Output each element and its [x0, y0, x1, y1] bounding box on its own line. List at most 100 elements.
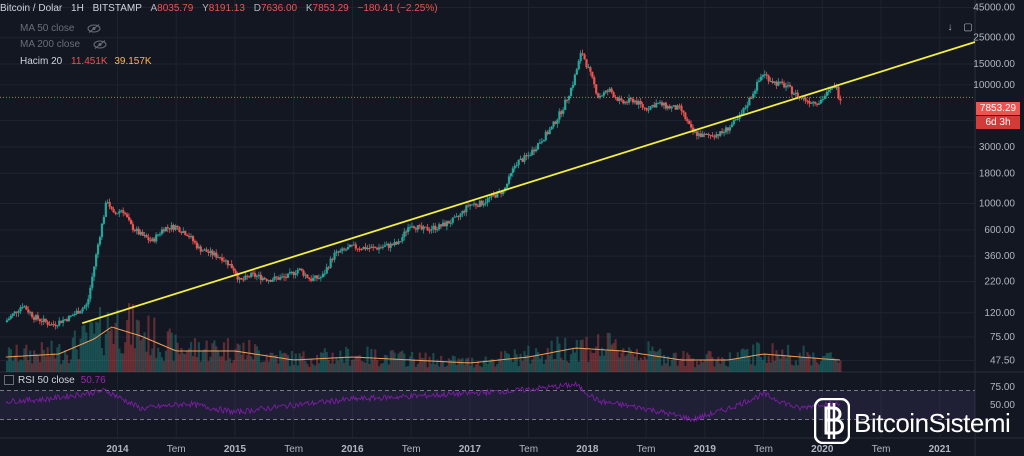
volume-bar: [788, 355, 792, 372]
candle: [686, 119, 689, 122]
candle: [275, 276, 278, 278]
volume-bar: [827, 352, 830, 372]
candle: [693, 131, 697, 133]
volume-bar: [7, 347, 11, 372]
volume-bar: [376, 360, 379, 372]
volume-bar: [374, 349, 377, 372]
volume-bar: [550, 340, 553, 372]
candle: [690, 123, 693, 128]
download-arrow-icon[interactable]: ↓: [947, 22, 953, 33]
candle: [104, 202, 107, 218]
volume-bar: [81, 325, 84, 372]
rsi-legend[interactable]: RSI 50 close 50.76: [0, 374, 106, 388]
candle: [191, 236, 195, 242]
candle: [29, 312, 32, 314]
volume-bar: [25, 344, 28, 372]
interval[interactable]: 1H: [71, 3, 84, 14]
volume-bar: [199, 361, 202, 372]
volume-bar: [742, 348, 745, 372]
candle: [595, 84, 598, 94]
volume-bar: [662, 354, 666, 372]
candle: [240, 277, 243, 280]
volume-bar: [606, 332, 609, 372]
eye-hidden-icon[interactable]: [87, 23, 101, 33]
volume-bar: [831, 357, 834, 372]
fullscreen-icon[interactable]: ▢: [963, 22, 973, 33]
volume-bar: [471, 357, 474, 372]
volume-bar: [552, 359, 555, 372]
candle: [217, 257, 220, 259]
volume-bar: [558, 343, 561, 372]
volume-bar: [36, 354, 40, 372]
volume-bar: [67, 363, 71, 372]
volume-bar: [779, 358, 782, 372]
candle: [352, 244, 356, 246]
candle: [548, 129, 551, 135]
ma50-row[interactable]: MA 50 close: [0, 22, 101, 36]
candle: [69, 315, 73, 317]
candle: [269, 280, 272, 282]
candle: [281, 276, 284, 278]
volume-bar: [271, 352, 274, 372]
volume-bar: [810, 365, 813, 372]
candle: [781, 81, 784, 84]
volume-bar: [145, 351, 148, 372]
candle: [566, 99, 569, 101]
rsi-line: [5, 380, 841, 423]
candle: [569, 87, 573, 97]
candle: [77, 310, 80, 314]
volume-bar: [19, 359, 22, 372]
trend-line[interactable]: [81, 41, 976, 325]
volume-bar: [168, 328, 171, 372]
volume-bar: [829, 352, 832, 372]
volume-row[interactable]: Hacim 20 11.451K 39.157K: [0, 55, 152, 69]
candle: [277, 277, 280, 280]
candle: [527, 155, 530, 157]
candle: [461, 210, 464, 214]
candle: [750, 97, 753, 99]
candle: [126, 214, 129, 218]
volume-bar: [472, 367, 476, 372]
price-tick-label: 3000.00: [979, 142, 1016, 153]
candle: [713, 136, 716, 138]
volume-bar: [54, 358, 57, 372]
volume-bar: [461, 357, 464, 372]
volume-bar: [222, 342, 226, 372]
candle: [286, 273, 290, 278]
candle: [699, 133, 702, 138]
volume-bar: [300, 356, 303, 372]
volume-bar: [463, 364, 466, 372]
symbol-name[interactable]: Bitcoin / Dolar: [0, 3, 63, 14]
time-axis[interactable]: 2014 Tem 2015 Tem 2016 Tem 2017 Tem 2018 Tem 2019 T…: [106, 444, 951, 455]
candle: [310, 278, 313, 281]
volume-bar: [806, 352, 809, 372]
candle: [494, 194, 497, 198]
candle: [577, 60, 580, 70]
candle: [484, 202, 487, 204]
candle: [224, 260, 228, 262]
candle: [554, 121, 557, 124]
volume-bar: [209, 356, 212, 372]
candle: [567, 96, 571, 100]
candle: [166, 227, 169, 229]
volume-bar: [839, 360, 842, 372]
candle: [591, 71, 594, 78]
volume-bar: [533, 356, 536, 372]
candle: [362, 246, 365, 250]
candle: [21, 307, 24, 309]
candle: [387, 243, 390, 248]
collapse-icon[interactable]: [4, 375, 14, 386]
volume-bar: [711, 357, 714, 372]
candle: [829, 88, 832, 90]
ohlc-high: Y8191.13: [202, 3, 245, 14]
ma200-row[interactable]: MA 200 close: [0, 38, 107, 52]
candle-countdown: 6d 3h: [976, 116, 1020, 129]
volume-bar: [265, 354, 268, 372]
candle: [769, 80, 772, 82]
price-axis[interactable]: 47.50 75.00 120.00 220.00 360.00 600.00 1000.0…: [973, 2, 1015, 411]
volume-bar: [217, 350, 220, 372]
candle: [112, 208, 115, 213]
eye-hidden-icon[interactable]: [93, 39, 107, 49]
volume-bar: [587, 362, 590, 372]
